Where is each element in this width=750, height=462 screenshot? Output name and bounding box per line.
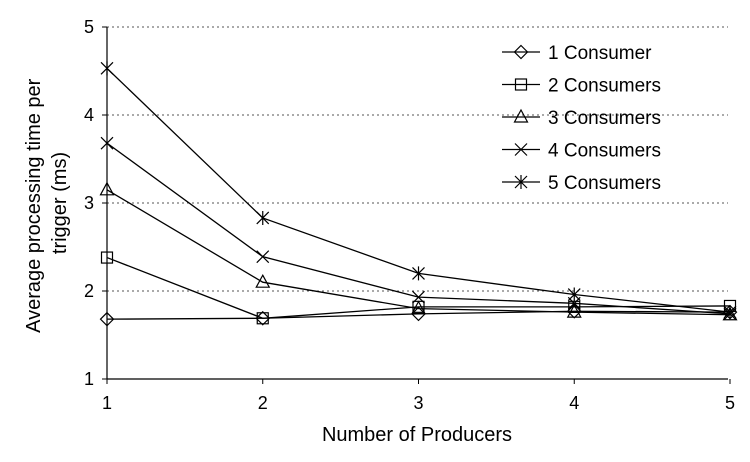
data-point-marker (410, 300, 427, 315)
data-point-marker (567, 287, 581, 302)
y-axis-title-line-2: trigger (ms) (49, 152, 71, 254)
legend-item-4: 4 Consumers (502, 141, 661, 162)
data-point-marker (256, 210, 270, 225)
legend-label: 4 Consumers (548, 141, 661, 162)
data-point-marker (100, 251, 114, 264)
series-lines (99, 61, 738, 327)
legend-item-5: 5 Consumers (502, 173, 661, 194)
y-axis-title: Average processing time per trigger (ms) (23, 73, 71, 333)
series-line (106, 189, 731, 316)
y-tick-label: 4 (84, 105, 94, 125)
legend-item-1: 1 Consumer (502, 43, 652, 64)
x-tick-label: 4 (569, 393, 579, 413)
data-point-marker (566, 303, 582, 319)
series-4 (100, 136, 737, 321)
y-tick-label: 5 (84, 17, 94, 37)
legend-marker (514, 143, 528, 156)
data-point-marker (412, 266, 425, 281)
x-tick-label: 2 (258, 393, 268, 413)
legend: 1 Consumer 2 Consumers 3 Consumers 4 Consum… (502, 43, 661, 194)
data-point-marker (566, 303, 582, 318)
legend-label: 3 Consumers (548, 108, 661, 129)
legend-label: 5 Consumers (548, 173, 661, 194)
x-tick-label: 3 (413, 393, 423, 413)
tick-labels: 1 2 3 4 5 1 2 3 4 5 (84, 17, 735, 413)
data-point-marker (723, 305, 737, 320)
series-5 (100, 61, 737, 320)
series-3 (99, 181, 738, 321)
data-point-marker (99, 181, 115, 196)
series-line (106, 142, 731, 315)
data-point-marker (411, 306, 426, 322)
data-point-marker (256, 312, 269, 325)
legend-item-3: 3 Consumers (502, 108, 661, 129)
data-point-marker (412, 290, 425, 304)
legend-marker (513, 44, 529, 60)
y-axis-title-line-1: Average processing time per (23, 78, 45, 333)
data-point-marker (255, 273, 271, 288)
data-point-marker (100, 61, 114, 76)
legend-marker (514, 78, 528, 91)
gridlines (107, 26, 728, 292)
data-point-marker (99, 311, 115, 327)
x-tick-label: 1 (102, 393, 112, 413)
y-tick-label: 1 (84, 369, 94, 389)
y-tick-label: 3 (84, 193, 94, 213)
data-point-marker (100, 136, 114, 150)
legend-marker (513, 108, 529, 123)
legend-item-2: 2 Consumers (502, 76, 661, 97)
legend-marker (514, 175, 528, 189)
x-tick-label: 5 (725, 393, 735, 413)
legend-label: 1 Consumer (548, 43, 652, 64)
x-axis-title: Number of Producers (322, 424, 512, 446)
axes (102, 26, 731, 384)
data-point-marker (256, 250, 270, 264)
y-tick-label: 2 (84, 281, 94, 301)
legend-label: 2 Consumers (548, 76, 661, 97)
